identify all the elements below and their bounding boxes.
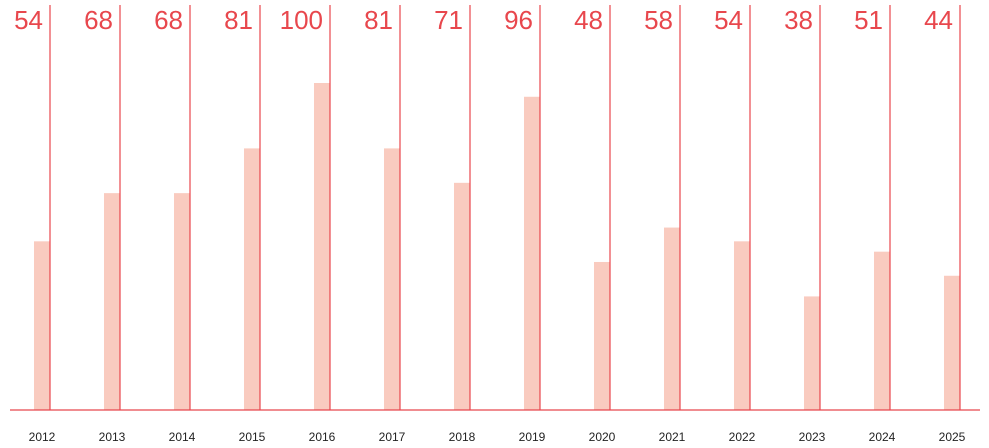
value-label: 44	[924, 5, 953, 35]
x-tick-label: 2020	[589, 430, 616, 444]
value-label: 71	[434, 5, 463, 35]
x-tick-label: 2018	[449, 430, 476, 444]
bar	[104, 193, 120, 410]
value-label: 81	[224, 5, 253, 35]
bar	[664, 227, 680, 410]
x-tick-label: 2014	[169, 430, 196, 444]
bar	[524, 96, 540, 410]
x-tick-label: 2025	[939, 430, 966, 444]
bar	[34, 241, 50, 410]
x-tick-label: 2019	[519, 430, 546, 444]
x-tick-label: 2022	[729, 430, 756, 444]
x-tick-label: 2016	[309, 430, 336, 444]
x-tick-label: 2013	[99, 430, 126, 444]
x-tick-label: 2017	[379, 430, 406, 444]
bar	[454, 182, 470, 410]
x-tick-label: 2021	[659, 430, 686, 444]
value-label: 81	[364, 5, 393, 35]
bar	[874, 251, 890, 410]
bar	[734, 241, 750, 410]
value-label: 48	[574, 5, 603, 35]
x-tick-label: 2015	[239, 430, 266, 444]
value-label: 68	[84, 5, 113, 35]
value-label: 54	[714, 5, 743, 35]
x-tick-label: 2024	[869, 430, 896, 444]
bar	[804, 296, 820, 410]
value-label: 58	[644, 5, 673, 35]
value-label: 38	[784, 5, 813, 35]
value-label: 100	[280, 5, 323, 35]
value-label: 68	[154, 5, 183, 35]
bar	[384, 148, 400, 410]
x-tick-label: 2023	[799, 430, 826, 444]
bar	[244, 148, 260, 410]
bar	[174, 193, 190, 410]
value-label: 96	[504, 5, 533, 35]
bar	[594, 261, 610, 410]
value-label: 51	[854, 5, 883, 35]
value-label: 54	[14, 5, 43, 35]
bar	[314, 83, 330, 410]
x-tick-label: 2012	[29, 430, 56, 444]
bar	[944, 275, 960, 410]
